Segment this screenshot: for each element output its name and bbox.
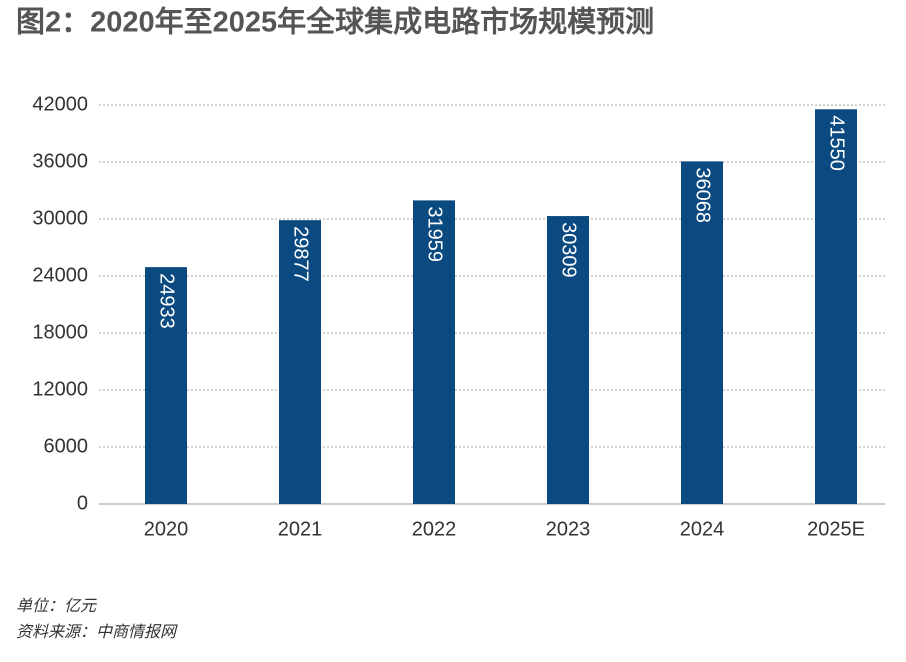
y-tick-label: 30000 [32,207,88,229]
x-tick-label: 2020 [144,518,189,540]
y-tick-label: 18000 [32,321,88,343]
source-note: 资料来源：中商情报网 [16,623,178,641]
bar [815,109,857,505]
bar [547,216,589,504]
x-tick-label: 2022 [412,518,457,540]
y-tick-label: 24000 [32,264,88,286]
value-label: 36068 [692,167,714,223]
x-tick-label: 2025E [807,518,865,540]
y-tick-label: 36000 [32,150,88,172]
bar [279,220,321,504]
bar [145,267,187,504]
value-label: 41550 [826,115,848,171]
y-tick-label: 6000 [44,435,89,457]
x-tick-label: 2021 [278,518,323,540]
value-label: 24933 [156,273,178,329]
unit-note: 单位：亿元 [16,597,98,615]
y-tick-label: 0 [77,492,88,514]
x-tick-label: 2024 [680,518,725,540]
chart-title: 图2：2020年至2025年全球集成电路市场规模预测 [16,5,654,39]
y-tick-label: 42000 [32,93,88,115]
value-label: 31959 [424,206,446,262]
bar [413,200,455,504]
value-label: 29877 [290,226,312,282]
y-tick-label: 12000 [32,378,88,400]
value-label: 30309 [558,222,580,278]
x-tick-label: 2023 [546,518,591,540]
bar [681,161,723,504]
